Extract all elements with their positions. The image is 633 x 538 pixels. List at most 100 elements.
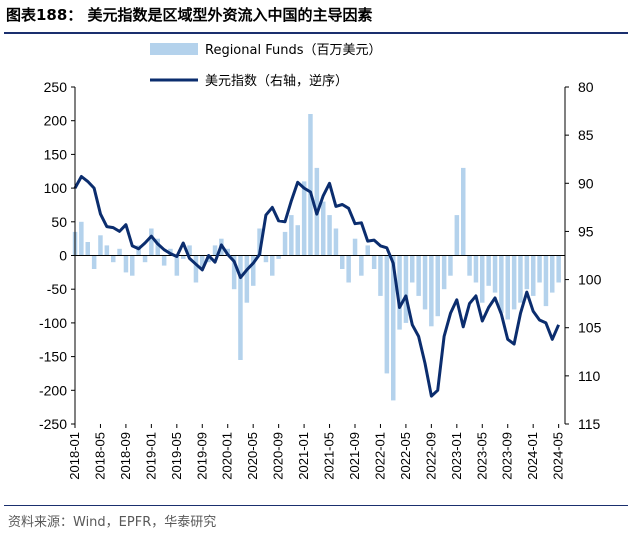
left-tick-label: 50 [51,214,67,230]
x-tick-label: 2019-01 [143,432,158,480]
bar-2021-05 [327,215,332,256]
bar-2023-05 [480,255,485,303]
bar-2018-09 [123,255,129,273]
bar-2018-08 [117,248,122,256]
bar-2020-04 [244,255,250,303]
bar-2018-11 [136,245,141,256]
source-note: 资料来源：Wind，EPFR，华泰研究 [8,515,217,530]
left-tick-label: 100 [44,180,68,196]
bar-2024-03 [543,255,549,307]
bar-2023-10 [511,255,517,310]
right-axis-ticks: 80 85 90 95 100 105 110 115 [565,79,602,432]
bar-2018-10 [130,255,135,276]
bar-2021-09 [352,238,358,256]
bar-2024-05 [556,255,561,283]
bar-2021-04 [321,201,326,256]
bar-2020-11 [289,215,294,256]
x-tick-label: 2020-01 [220,432,235,480]
bar-2019-02 [155,238,160,256]
left-tick-label: 150 [44,146,68,162]
x-tick-label: 2023-05 [474,432,489,480]
legend-label-line: 美元指数（右轴，逆序） [205,73,348,89]
bar-series [72,114,561,401]
bar-2022-06 [410,255,415,283]
left-tick-label: 200 [44,113,68,129]
left-tick-label: 0 [59,248,67,264]
x-tick-label: 2018-05 [92,432,107,480]
bar-2023-02 [461,167,466,256]
bar-2019-09 [200,255,205,269]
bar-2022-05 [403,255,409,323]
right-tick-label: 115 [578,416,601,432]
x-tick-label: 2020-09 [271,432,286,480]
bar-2018-05 [98,235,103,256]
bar-2021-01 [301,181,307,256]
bar-2021-10 [359,255,364,276]
x-tick-label: 2019-09 [194,432,209,480]
bar-2021-08 [346,255,351,283]
bar-2022-12 [448,255,453,276]
right-tick-label: 100 [578,272,602,288]
bar-2022-11 [441,255,447,290]
left-tick-label: -150 [39,349,67,365]
bar-2023-04 [473,255,479,283]
bar-2023-08 [499,255,504,313]
left-axis-ticks: 250 200 150 100 50 0 -50 -100 -150 -200 -250 [39,79,75,432]
title-rule [4,32,628,34]
bar-2022-09 [429,255,434,327]
dollar-index-line [73,175,560,398]
bar-2019-11 [212,245,218,256]
bar-2019-03 [161,255,167,266]
bar-2023-03 [467,255,472,276]
left-tick-label: -250 [39,416,67,432]
bar-2018-12 [142,255,148,263]
x-tick-label: 2022-05 [398,432,413,480]
bar-2020-05 [251,255,256,286]
bar-2018-03 [85,242,90,256]
bar-2024-04 [550,255,555,293]
right-tick-label: 80 [578,79,594,95]
bar-2020-12 [295,225,300,256]
x-tick-label: 2019-05 [169,432,184,480]
bar-2024-01 [531,255,536,296]
bar-2020-09 [276,255,281,259]
bar-2018-04 [91,255,97,269]
legend-swatch-bar [150,43,198,55]
bar-2018-02 [79,221,84,256]
right-tick-label: 95 [578,223,594,239]
left-tick-label: 250 [44,79,68,95]
right-tick-label: 105 [578,320,602,336]
x-tick-label: 2024-05 [551,432,566,480]
right-tick-label: 110 [578,368,601,384]
bar-2018-06 [104,245,110,256]
left-tick-label: -50 [47,281,67,297]
line-series-layer [73,175,560,398]
x-tick-label: 2022-01 [372,432,387,480]
x-tick-label: 2021-01 [296,432,311,480]
chart-title: 图表188： 美元指数是区域型外资流入中国的主导因素 [6,6,373,24]
x-tick-label: 2021-09 [347,432,362,480]
bar-2021-02 [308,114,313,256]
bar-2023-11 [518,255,523,303]
legend: Regional Funds（百万美元） 美元指数（右轴，逆序） [150,43,381,89]
bar-2019-05 [174,255,180,276]
x-tick-label: 2023-01 [449,432,464,480]
bar-2022-08 [422,255,428,310]
x-tick-label: 2021-05 [322,432,337,480]
bar-2022-04 [397,255,402,330]
bar-2023-06 [486,255,491,286]
x-tick-label: 2022-09 [423,432,438,480]
bar-2023-01 [454,215,460,256]
bar-2023-12 [524,255,530,290]
bar-2022-03 [391,255,396,401]
bar-2022-02 [384,255,390,374]
bar-2020-08 [270,255,275,276]
bar-2023-09 [505,255,510,320]
bar-2021-12 [371,255,377,269]
x-tick-label: 2024-01 [525,432,540,480]
bar-2019-08 [193,255,199,283]
left-tick-label: -200 [39,382,67,398]
x-axis-ticks: 2018-01 2018-05 2018-09 2019-01 2019-05 2019-… [67,424,566,480]
right-tick-label: 90 [578,175,594,191]
bar-2023-07 [492,255,498,293]
